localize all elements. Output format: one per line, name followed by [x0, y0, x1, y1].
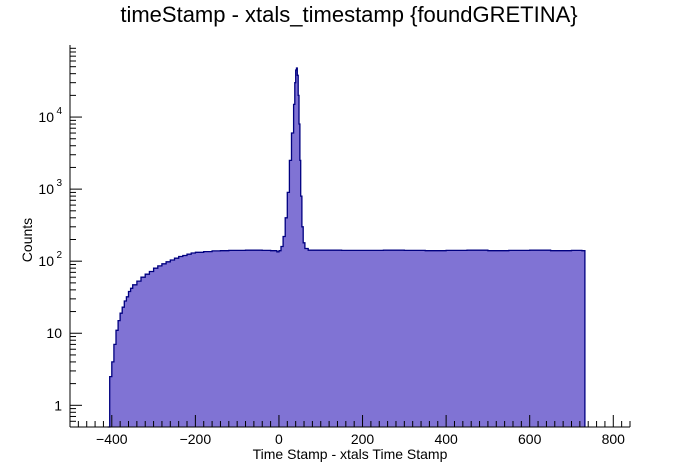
axes — [69, 45, 630, 428]
x-tick-label: −200 — [180, 431, 212, 447]
x-tick-label: 400 — [434, 431, 458, 447]
chart-title: timeStamp - xtals_timestamp {foundGRETIN… — [120, 2, 577, 27]
histogram-line — [107, 67, 586, 428]
x-tick-label: 800 — [602, 431, 626, 447]
x-tick-label: −400 — [96, 431, 128, 447]
y-tick-exponent: 4 — [56, 106, 62, 117]
y-tick-label: 1 — [54, 397, 62, 413]
x-axis-ticks: −400 −200 0 200 400 600 800 — [69, 415, 631, 447]
y-tick-exponent: 3 — [56, 178, 62, 189]
histogram-area — [107, 68, 585, 427]
x-tick-label: 600 — [518, 431, 542, 447]
x-tick-label: 0 — [275, 431, 283, 447]
y-axis-label: Counts — [19, 218, 35, 262]
y-tick-label: 10 — [38, 253, 54, 269]
histogram-fill — [107, 68, 585, 427]
y-tick-label: 10 — [38, 109, 54, 125]
histogram-outline — [107, 67, 586, 428]
x-axis-label: Time Stamp - xtals Time Stamp — [253, 446, 448, 462]
y-tick-exponent: 2 — [56, 250, 62, 261]
y-tick-label: 10 — [46, 325, 62, 341]
y-tick-label: 10 — [38, 181, 54, 197]
x-tick-label: 200 — [351, 431, 375, 447]
